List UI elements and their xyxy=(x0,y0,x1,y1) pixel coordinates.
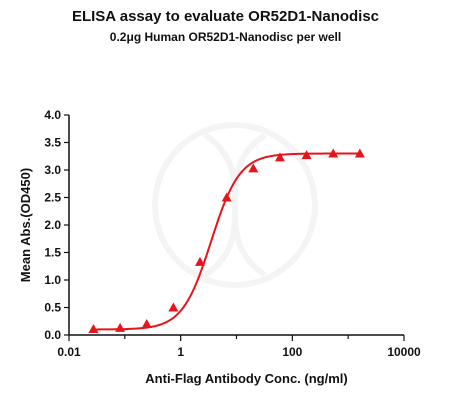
chart-subtitle: 0.2μg Human OR52D1-Nanodisc per well xyxy=(109,30,342,44)
y-tick-label: 0.0 xyxy=(44,328,61,342)
data-point-marker xyxy=(141,319,152,328)
y-tick-label: 1.5 xyxy=(44,246,61,260)
y-tick-label: 3.5 xyxy=(44,136,61,150)
x-tick-label: 10000 xyxy=(387,345,421,359)
y-tick-label: 2.0 xyxy=(44,218,61,232)
ticks: 0.0 0.5 1.0 1.5 2.0 2.5 3.0 3.5 4.0 0.01 1 100 10000 xyxy=(44,108,421,359)
x-tick-label: 0.01 xyxy=(57,345,81,359)
y-tick-label: 3.0 xyxy=(44,163,61,177)
data-point-marker xyxy=(328,148,339,158)
data-points xyxy=(88,148,365,333)
y-tick-label: 0.5 xyxy=(44,301,61,315)
data-point-marker xyxy=(248,163,259,173)
y-tick-label: 1.0 xyxy=(44,273,61,287)
y-tick-label: 2.5 xyxy=(44,191,61,205)
y-tick-label: 4.0 xyxy=(44,108,61,122)
data-point-marker xyxy=(195,256,206,266)
watermark-logo xyxy=(152,122,318,288)
x-tick-label: 100 xyxy=(282,345,302,359)
x-axis-title: Anti-Flag Antibody Conc. (ng/ml) xyxy=(145,371,347,386)
data-point-marker xyxy=(274,152,285,162)
chart-title: ELISA assay to evaluate OR52D1-Nanodisc xyxy=(71,8,380,25)
data-point-marker xyxy=(115,322,126,332)
data-point-marker xyxy=(88,323,99,333)
fit-curve xyxy=(93,152,360,331)
data-point-marker xyxy=(354,148,365,158)
data-point-marker xyxy=(168,302,179,312)
data-point-marker xyxy=(221,192,232,202)
data-point-marker xyxy=(301,150,312,160)
x-tick-label: 1 xyxy=(177,345,184,359)
y-axis-title: Mean Abs.(OD450) xyxy=(18,168,33,282)
